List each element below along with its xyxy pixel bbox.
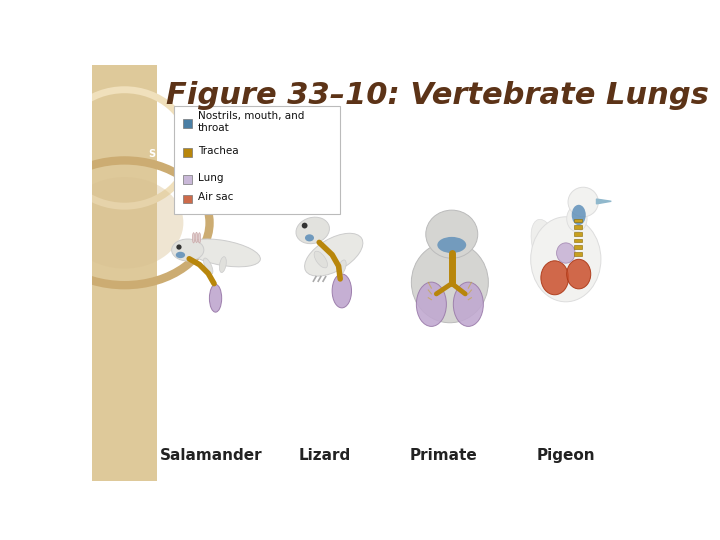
Polygon shape bbox=[596, 199, 611, 204]
Text: Primate: Primate bbox=[410, 448, 477, 463]
Ellipse shape bbox=[531, 219, 560, 273]
Ellipse shape bbox=[437, 237, 467, 253]
Bar bbox=[575, 232, 582, 235]
Bar bbox=[575, 252, 582, 255]
Text: Salamander: Salamander bbox=[160, 448, 262, 463]
Ellipse shape bbox=[210, 285, 222, 312]
Text: Lizard: Lizard bbox=[299, 448, 351, 463]
Ellipse shape bbox=[305, 233, 363, 276]
Text: S: S bbox=[148, 149, 156, 159]
Text: Figure 33–10: Vertebrate Lungs: Figure 33–10: Vertebrate Lungs bbox=[166, 82, 709, 111]
Bar bbox=[575, 245, 582, 249]
Text: Trachea: Trachea bbox=[198, 146, 238, 156]
Bar bbox=[92, 65, 157, 481]
Text: Pigeon: Pigeon bbox=[536, 448, 595, 463]
Ellipse shape bbox=[305, 234, 314, 241]
Ellipse shape bbox=[567, 206, 587, 232]
Ellipse shape bbox=[416, 282, 446, 326]
Ellipse shape bbox=[411, 242, 488, 323]
Ellipse shape bbox=[66, 177, 184, 268]
Bar bbox=[183, 119, 192, 127]
Text: Air sac: Air sac bbox=[198, 192, 233, 202]
Ellipse shape bbox=[314, 251, 328, 268]
Text: Nostrils, mouth, and
throat: Nostrils, mouth, and throat bbox=[198, 111, 304, 133]
Bar bbox=[575, 239, 582, 242]
Ellipse shape bbox=[454, 282, 483, 326]
Ellipse shape bbox=[531, 217, 601, 302]
Bar bbox=[575, 219, 582, 222]
Bar bbox=[157, 65, 647, 481]
Ellipse shape bbox=[195, 232, 198, 242]
Ellipse shape bbox=[567, 259, 590, 289]
Ellipse shape bbox=[171, 239, 204, 261]
Ellipse shape bbox=[572, 205, 586, 225]
Ellipse shape bbox=[541, 261, 569, 295]
Bar bbox=[183, 148, 192, 157]
Ellipse shape bbox=[557, 243, 575, 263]
Ellipse shape bbox=[332, 274, 351, 308]
Ellipse shape bbox=[176, 245, 181, 249]
Ellipse shape bbox=[426, 210, 478, 258]
Bar bbox=[183, 176, 192, 184]
Ellipse shape bbox=[296, 217, 330, 244]
Text: Lung: Lung bbox=[198, 173, 223, 183]
Ellipse shape bbox=[302, 222, 307, 228]
Ellipse shape bbox=[185, 239, 261, 267]
Bar bbox=[183, 194, 192, 203]
Bar bbox=[174, 106, 340, 214]
Ellipse shape bbox=[220, 256, 226, 273]
Bar bbox=[575, 225, 582, 229]
Ellipse shape bbox=[176, 252, 185, 258]
Ellipse shape bbox=[338, 260, 346, 275]
Ellipse shape bbox=[568, 187, 598, 217]
Ellipse shape bbox=[192, 233, 195, 243]
Ellipse shape bbox=[198, 233, 201, 243]
Ellipse shape bbox=[204, 258, 213, 274]
